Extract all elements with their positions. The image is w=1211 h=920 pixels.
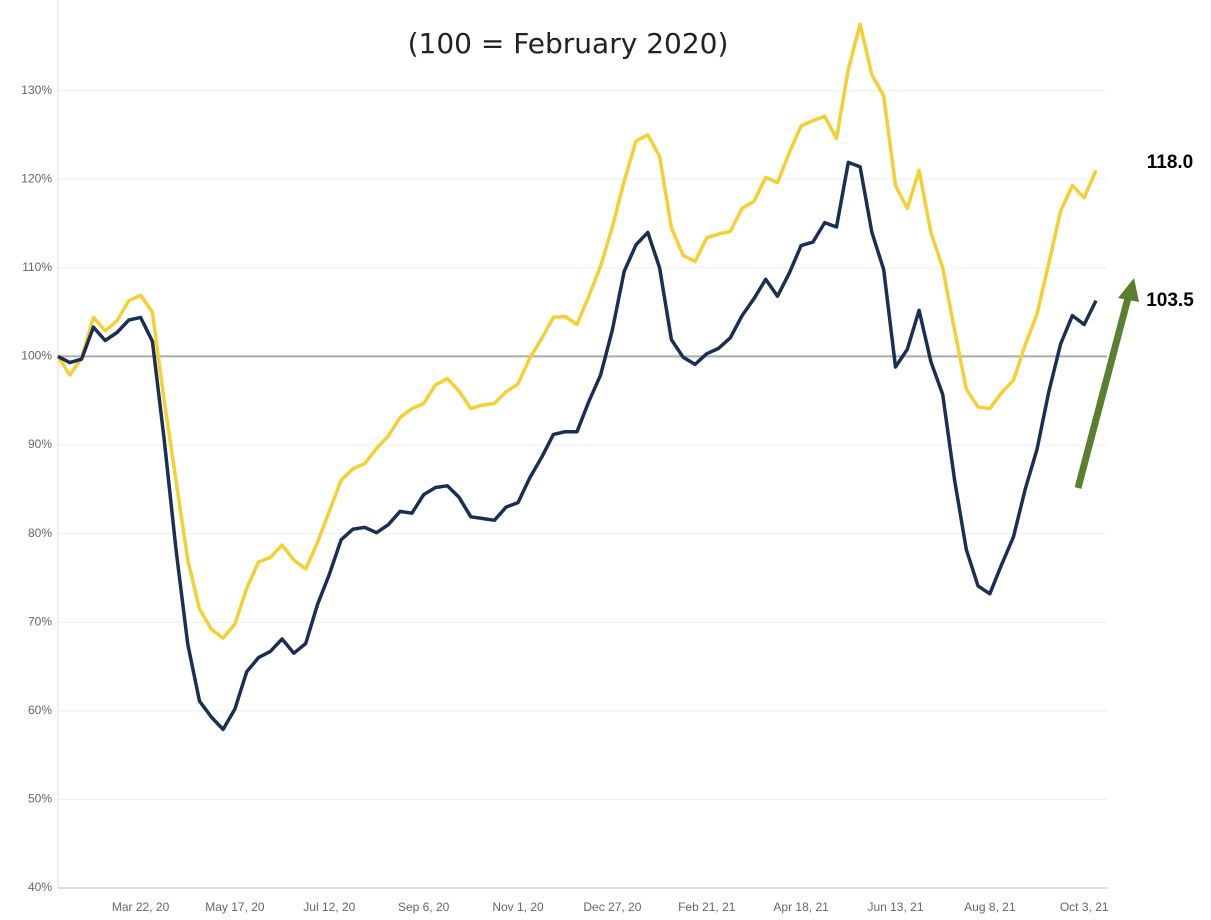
y-tick-label: 110% — [22, 260, 52, 274]
x-tick-label: Jul 12, 20 — [303, 900, 355, 914]
annotation: 118.0 — [1147, 152, 1194, 173]
line-series — [56, 22, 1098, 640]
y-tick-label: 50% — [28, 792, 52, 806]
x-tick-label: Mar 22, 20 — [112, 900, 170, 914]
y-tick-label: 130% — [21, 83, 52, 97]
y-tick-label: 40% — [28, 880, 52, 894]
x-tick-label: Dec 27, 20 — [583, 900, 641, 914]
y-tick-label: 100% — [21, 349, 52, 363]
annotation: 103.5 — [1146, 290, 1194, 311]
x-tick-label: May 17, 20 — [205, 900, 265, 914]
y-tick-label: 70% — [28, 614, 52, 628]
y-tick-label: 120% — [21, 171, 52, 185]
x-tick-label: Apr 18, 21 — [773, 900, 829, 914]
y-tick-label: 90% — [28, 437, 52, 451]
x-tick-label: Feb 21, 21 — [678, 900, 736, 914]
x-tick-label: Sep 6, 20 — [398, 900, 450, 914]
y-tick-label: 60% — [28, 703, 52, 717]
x-tick-label: Aug 8, 21 — [964, 900, 1016, 914]
x-tick-label: Jun 13, 21 — [867, 900, 923, 914]
x-tick-label: Oct 3, 21 — [1060, 900, 1109, 914]
y-tick-label: 80% — [28, 526, 52, 540]
arrow-shaft — [1074, 297, 1132, 489]
arrow-head — [1118, 278, 1139, 302]
chart-subtitle: (100 = February 2020) — [408, 27, 729, 60]
x-tick-label: Nov 1, 20 — [492, 900, 544, 914]
line-series — [57, 160, 1098, 732]
